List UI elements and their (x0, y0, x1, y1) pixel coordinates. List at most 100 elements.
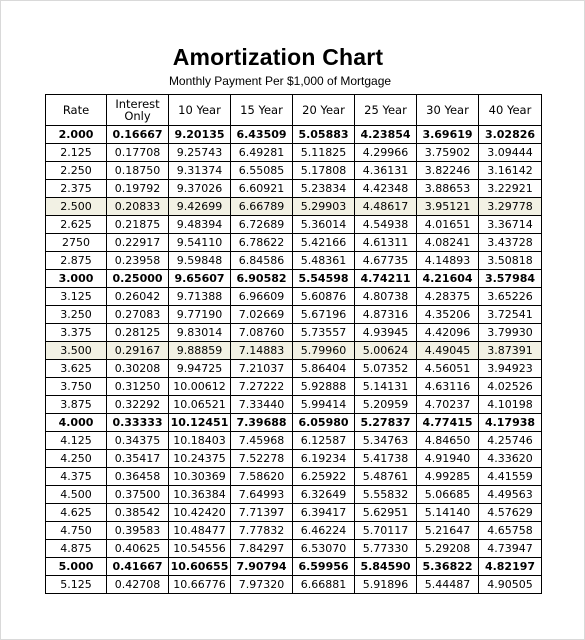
interest-only-cell: 0.30208 (106, 359, 169, 378)
40-year-cell: 3.22921 (478, 179, 542, 198)
30-year-cell: 4.28375 (416, 287, 479, 306)
table-row: 4.625 0.38542 10.42420 7.71397 6.39417 5.6295… (45, 503, 542, 522)
rate-cell: 2.250 (45, 161, 107, 180)
rate-cell: 3.375 (45, 323, 107, 342)
20-year-cell: 5.05883 (292, 125, 355, 144)
15-year-cell: 7.08760 (230, 323, 293, 342)
10-year-cell: 10.06521 (168, 395, 231, 414)
table-row: 4.875 0.40625 10.54556 7.84297 6.53070 5.7733… (45, 539, 542, 558)
25-year-cell: 4.42348 (354, 179, 417, 198)
30-year-cell: 3.69619 (416, 125, 479, 144)
rate-cell: 2.875 (45, 251, 107, 270)
40-year-cell: 3.02826 (478, 125, 542, 144)
rate-cell: 3.875 (45, 395, 107, 414)
20-year-cell: 6.66881 (292, 575, 355, 594)
column-header-10-year: 10 Year (168, 94, 231, 126)
25-year-cell: 5.84590 (354, 557, 417, 576)
25-year-cell: 5.27837 (354, 413, 417, 432)
40-year-cell: 3.57984 (478, 269, 542, 288)
40-year-cell: 4.02526 (478, 377, 542, 396)
rate-cell: 4.750 (45, 521, 107, 540)
10-year-cell: 10.24375 (168, 449, 231, 468)
interest-only-cell: 0.19792 (106, 179, 169, 198)
15-year-cell: 7.27222 (230, 377, 293, 396)
30-year-cell: 4.14893 (416, 251, 479, 270)
20-year-cell: 6.46224 (292, 521, 355, 540)
30-year-cell: 5.14140 (416, 503, 479, 522)
25-year-cell: 5.48761 (354, 467, 417, 486)
interest-only-cell: 0.33333 (106, 413, 169, 432)
25-year-cell: 4.80738 (354, 287, 417, 306)
interest-only-cell: 0.31250 (106, 377, 169, 396)
20-year-cell: 6.59956 (292, 557, 355, 576)
20-year-cell: 5.54598 (292, 269, 355, 288)
25-year-cell: 4.87316 (354, 305, 417, 324)
table-row: 3.250 0.27083 9.77190 7.02669 5.67196 4.87316… (45, 305, 542, 324)
25-year-cell: 5.00624 (354, 341, 417, 360)
25-year-cell: 5.55832 (354, 485, 417, 504)
15-year-cell: 7.84297 (230, 539, 293, 558)
30-year-cell: 4.42096 (416, 323, 479, 342)
40-year-cell: 3.29778 (478, 197, 542, 216)
40-year-cell: 4.25746 (478, 431, 542, 450)
table-row: 4.375 0.36458 10.30369 7.58620 6.25922 5.4876… (45, 467, 542, 486)
40-year-cell: 4.57629 (478, 503, 542, 522)
15-year-cell: 6.60921 (230, 179, 293, 198)
table-row: 2.250 0.18750 9.31374 6.55085 5.17808 4.36131… (45, 161, 542, 180)
10-year-cell: 9.54110 (168, 233, 231, 252)
interest-only-label: Interest Only (115, 97, 160, 123)
20-year-cell: 5.11825 (292, 143, 355, 162)
25-year-cell: 4.48617 (354, 197, 417, 216)
10-year-cell: 10.54556 (168, 539, 231, 558)
10-year-cell: 9.31374 (168, 161, 231, 180)
20-year-cell: 5.92888 (292, 377, 355, 396)
20-year-cell: 6.53070 (292, 539, 355, 558)
40-year-cell: 4.82197 (478, 557, 542, 576)
15-year-cell: 7.14883 (230, 341, 293, 360)
amortization-table: Rate Interest Only 10 Year 15 Year 20 Ye… (45, 94, 542, 594)
10-year-cell: 10.30369 (168, 467, 231, 486)
10-year-cell: 9.42699 (168, 197, 231, 216)
column-header-interest-only: Interest Only (106, 94, 169, 126)
interest-only-cell: 0.40625 (106, 539, 169, 558)
15-year-cell: 7.90794 (230, 557, 293, 576)
20-year-cell: 6.05980 (292, 413, 355, 432)
table-row: 2750 0.22917 9.54110 6.78622 5.42166 4.61311 4… (45, 233, 542, 252)
15-year-cell: 6.72689 (230, 215, 293, 234)
30-year-cell: 5.21647 (416, 521, 479, 540)
15-year-cell: 6.78622 (230, 233, 293, 252)
column-header-15-year: 15 Year (230, 94, 293, 126)
20-year-cell: 5.42166 (292, 233, 355, 252)
10-year-cell: 9.59848 (168, 251, 231, 270)
10-year-cell: 9.37026 (168, 179, 231, 198)
15-year-cell: 6.43509 (230, 125, 293, 144)
column-header-30-year: 30 Year (416, 94, 479, 126)
column-header-20-year: 20 Year (292, 94, 355, 126)
40-year-cell: 3.50818 (478, 251, 542, 270)
30-year-cell: 3.75902 (416, 143, 479, 162)
rate-cell: 4.250 (45, 449, 107, 468)
rate-cell: 2.375 (45, 179, 107, 198)
30-year-cell: 5.29208 (416, 539, 479, 558)
interest-only-cell: 0.28125 (106, 323, 169, 342)
table-row: 3.750 0.31250 10.00612 7.27222 5.92888 5.1413… (45, 377, 542, 396)
column-header-25-year: 25 Year (354, 94, 417, 126)
table-row: 3.500 0.29167 9.88859 7.14883 5.79960 5.00624… (45, 341, 542, 360)
25-year-cell: 4.23854 (354, 125, 417, 144)
interest-only-cell: 0.17708 (106, 143, 169, 162)
20-year-cell: 5.60876 (292, 287, 355, 306)
interest-only-cell: 0.29167 (106, 341, 169, 360)
interest-only-cell: 0.21875 (106, 215, 169, 234)
rate-cell: 4.000 (45, 413, 107, 432)
10-year-cell: 10.60655 (168, 557, 231, 576)
30-year-cell: 4.70237 (416, 395, 479, 414)
30-year-cell: 4.49045 (416, 341, 479, 360)
10-year-cell: 9.71388 (168, 287, 231, 306)
25-year-cell: 5.62951 (354, 503, 417, 522)
15-year-cell: 7.97320 (230, 575, 293, 594)
rate-cell: 2.500 (45, 197, 107, 216)
25-year-cell: 4.29966 (354, 143, 417, 162)
25-year-cell: 5.07352 (354, 359, 417, 378)
15-year-cell: 6.84586 (230, 251, 293, 270)
rate-cell: 2.625 (45, 215, 107, 234)
